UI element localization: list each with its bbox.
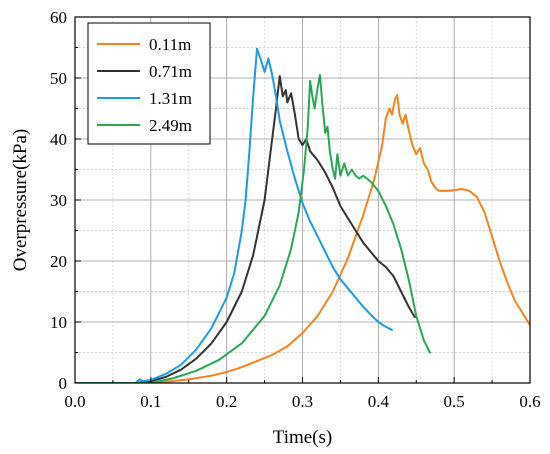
y-tick-label: 0 [59,374,68,393]
y-tick-label: 30 [50,191,67,210]
y-tick-label: 60 [50,8,67,27]
series-line-1.31m [75,47,393,383]
x-tick-label: 0.2 [216,392,237,411]
x-tick-label: 0.1 [140,392,161,411]
x-tick-labels: 0.0 0.1 0.2 0.3 0.4 0.5 0.6 [64,392,540,411]
y-tick-labels: 0 10 20 30 40 50 60 [50,8,67,393]
x-tick-label: 0.0 [64,392,85,411]
legend: 0.11m 0.71m 1.31m 2.49m [87,22,211,145]
series-line-0.11m [75,94,530,383]
legend-box [87,22,211,145]
y-axis-label: Overpressure(kPa) [10,129,31,271]
x-tick-label: 0.3 [292,392,313,411]
x-tick-label: 0.6 [519,392,540,411]
series-line-0.71m [75,75,416,383]
series-line-2.49m [75,73,431,383]
axis-ticks [74,16,531,384]
y-tick-label: 10 [50,313,67,332]
y-tick-label: 50 [50,69,67,88]
legend-label-0.11m: 0.11m [149,35,191,54]
series-layer [75,47,530,383]
x-tick-label: 0.4 [368,392,390,411]
x-tick-label: 0.5 [444,392,465,411]
y-tick-label: 20 [50,252,67,271]
y-tick-label: 40 [50,130,67,149]
x-axis-label: Time(s) [273,427,332,448]
legend-label-0.71m: 0.71m [149,62,192,81]
legend-label-1.31m: 1.31m [149,89,192,108]
legend-label-2.49m: 2.49m [149,116,192,135]
